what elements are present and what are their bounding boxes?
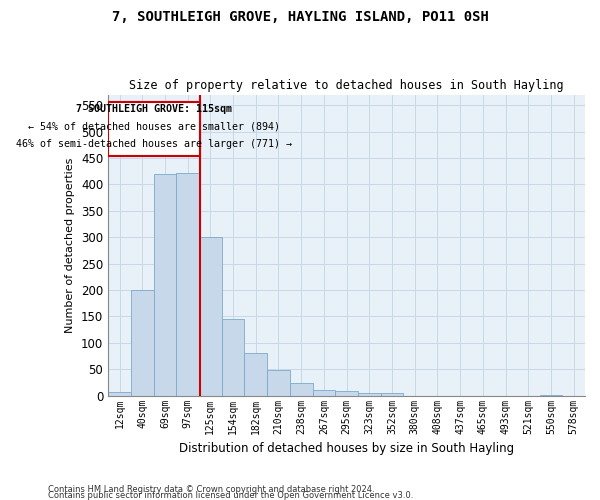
- Text: Contains public sector information licensed under the Open Government Licence v3: Contains public sector information licen…: [48, 490, 413, 500]
- Text: 7, SOUTHLEIGH GROVE, HAYLING ISLAND, PO11 0SH: 7, SOUTHLEIGH GROVE, HAYLING ISLAND, PO1…: [112, 10, 488, 24]
- Bar: [358, 393, 380, 396]
- Bar: [131, 290, 154, 396]
- Bar: [244, 354, 267, 396]
- Text: ← 54% of detached houses are smaller (894): ← 54% of detached houses are smaller (89…: [28, 122, 280, 132]
- Text: 46% of semi-detached houses are larger (771) →: 46% of semi-detached houses are larger (…: [16, 140, 292, 149]
- Bar: [290, 383, 313, 396]
- Bar: [199, 237, 221, 396]
- Bar: [108, 392, 131, 396]
- Text: Contains HM Land Registry data © Crown copyright and database right 2024.: Contains HM Land Registry data © Crown c…: [48, 484, 374, 494]
- Title: Size of property relative to detached houses in South Hayling: Size of property relative to detached ho…: [129, 79, 564, 92]
- Bar: [108, 102, 200, 156]
- Bar: [380, 393, 403, 396]
- Bar: [176, 172, 199, 396]
- Bar: [154, 174, 176, 396]
- Bar: [267, 370, 290, 396]
- Bar: [335, 392, 358, 396]
- Bar: [539, 394, 562, 396]
- Text: 7 SOUTHLEIGH GROVE: 115sqm: 7 SOUTHLEIGH GROVE: 115sqm: [76, 104, 232, 114]
- Bar: [313, 390, 335, 396]
- X-axis label: Distribution of detached houses by size in South Hayling: Distribution of detached houses by size …: [179, 442, 514, 455]
- Bar: [221, 319, 244, 396]
- Y-axis label: Number of detached properties: Number of detached properties: [65, 158, 76, 333]
